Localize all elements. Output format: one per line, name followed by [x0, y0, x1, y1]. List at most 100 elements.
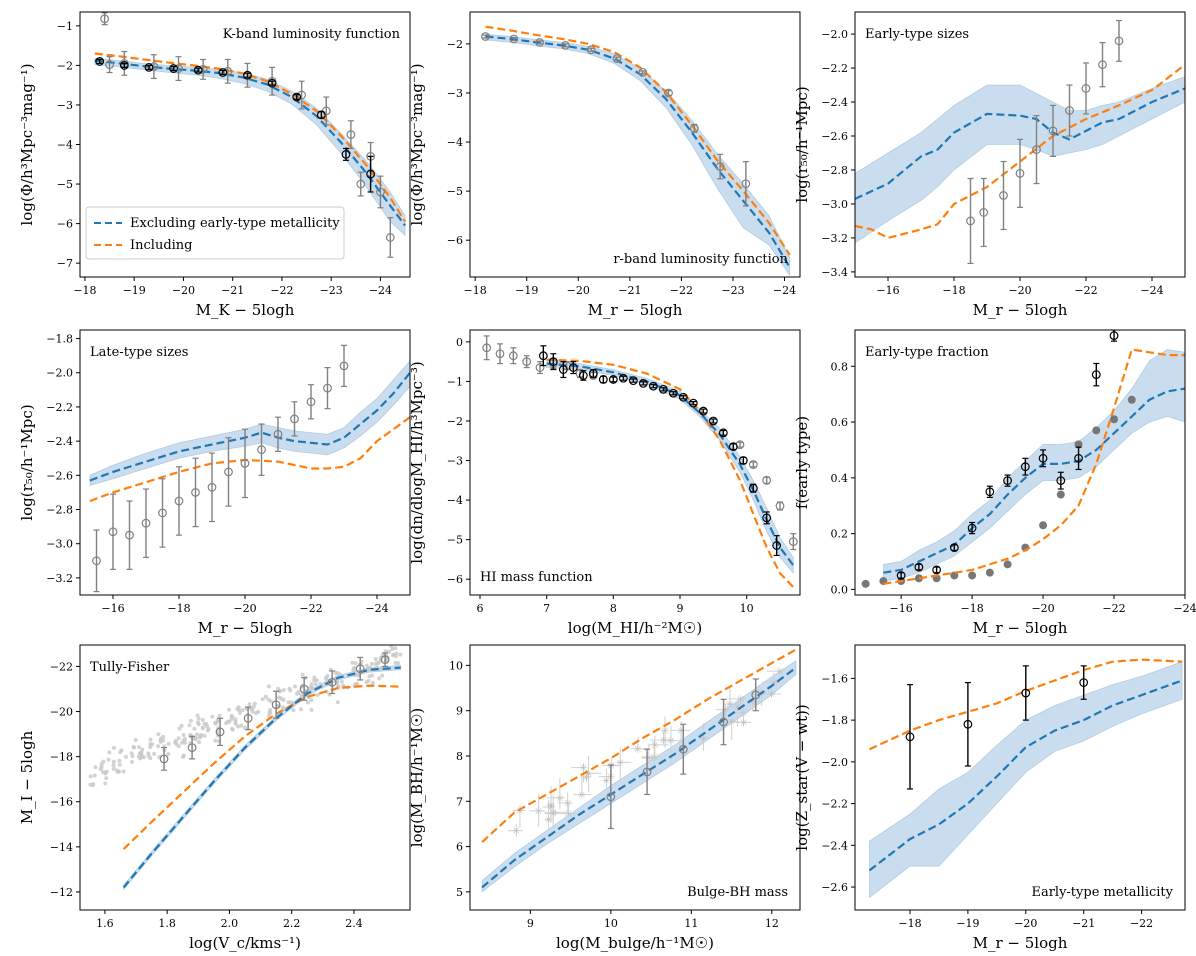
scatter-point	[236, 705, 241, 710]
observed-point	[788, 537, 798, 547]
observed-secondary-point	[1021, 688, 1031, 698]
scatter-point	[323, 676, 328, 681]
scatter-point	[106, 757, 111, 762]
scatter-point	[281, 697, 286, 702]
observed-secondary-point	[588, 369, 598, 378]
observed-point	[1081, 84, 1091, 93]
scatter-point: ✳	[534, 805, 543, 818]
y-axis-label: log(r₅₀/h⁻¹Mpc)	[793, 86, 811, 202]
y-tick-label: −4	[447, 136, 463, 149]
y-tick-label: −4	[57, 139, 73, 152]
panel-early_metal: −18 −19 −20 −21 −22 −1.6 −1.8 −2.0 −2.2 −2.4 −2.6 M…	[793, 644, 1186, 952]
observed-point	[159, 754, 169, 764]
panel-hi_mf: 6 7 8 9 10 0 −1 −2 −3 −4 −5 −6 log(M_HI/h⁻²M☉) log(dn…	[408, 329, 801, 637]
scatter-point: ✳	[563, 797, 572, 810]
observed-secondary-point	[985, 487, 995, 497]
scatter-point	[237, 708, 242, 713]
scatter-point	[370, 673, 375, 678]
panel-title: HI mass function	[480, 570, 593, 585]
scatter-point	[213, 721, 218, 726]
y-tick-label: −6	[447, 573, 463, 586]
scatter-point	[130, 759, 135, 764]
axes-frame	[469, 644, 801, 911]
scatter-point	[111, 759, 116, 764]
x-tick-label: −20	[1008, 284, 1031, 297]
legend-label-including: Including	[130, 238, 193, 253]
observed-secondary-point	[658, 384, 668, 394]
y-tick-label: −3	[447, 87, 463, 100]
observed-point	[271, 700, 281, 710]
scatter-point	[242, 725, 247, 730]
observed-secondary-point	[905, 732, 915, 742]
scatter-point	[373, 661, 378, 666]
axes-frame	[854, 644, 1186, 911]
model-uncertainty-band	[883, 349, 1185, 582]
including-line	[485, 25, 791, 256]
legend-frame	[85, 206, 345, 260]
scatter-point	[309, 682, 314, 687]
y-tick-label: −3.4	[821, 266, 848, 279]
scatter-point	[337, 672, 342, 677]
panel-title: Early-type metallicity	[1031, 885, 1173, 900]
x-tick-label: 11	[684, 917, 698, 930]
scatter-point	[88, 774, 93, 779]
observed-point	[306, 397, 316, 407]
scatter-point: ✳	[577, 789, 586, 802]
y-tick-label: −2.4	[46, 435, 73, 448]
scatter-point	[256, 709, 261, 714]
scatter-point: ✳	[775, 665, 784, 678]
y-tick-label: 6	[456, 841, 463, 854]
model-line	[546, 362, 795, 566]
scatter-point: ✳	[769, 676, 778, 689]
scatter-point: ✳	[733, 701, 742, 714]
y-tick-label: −1.8	[821, 714, 848, 727]
scatter-point	[98, 767, 103, 772]
scatter-point	[139, 754, 144, 759]
observed-point	[174, 496, 184, 506]
x-axis-label: M_r − 5logh	[973, 619, 1068, 637]
y-tick-label: −18	[50, 751, 73, 764]
scatter-point	[374, 664, 379, 669]
x-tick-label: −20	[233, 602, 256, 615]
observed-secondary-point	[967, 523, 977, 533]
y-tick-label: 0.4	[831, 472, 849, 485]
y-tick-label: −2.0	[821, 756, 848, 769]
x-tick-label: −18	[73, 284, 96, 297]
scatter-point	[180, 754, 185, 759]
scatter-point	[177, 726, 182, 731]
scatter-point	[196, 722, 201, 727]
scatter-point	[100, 770, 105, 775]
observed-secondary-point	[618, 373, 628, 383]
x-tick-label: −21	[221, 284, 244, 297]
scatter-point	[247, 702, 252, 707]
scatter-point: ✳	[555, 792, 564, 805]
scatter-point: ✳	[699, 732, 708, 745]
axes-frame	[79, 644, 411, 911]
scatter-point	[286, 700, 291, 705]
y-tick-label: 0	[456, 336, 463, 349]
y-tick-label: −1.6	[821, 672, 848, 685]
observed-point	[966, 216, 975, 226]
panel-tully: 1.6 1.8 2.0 2.2 2.4 −12 −14 −16 −18 −20 −22 log(V_c…	[18, 644, 411, 952]
scatter-point	[369, 662, 374, 667]
x-tick-label: −22	[670, 284, 693, 297]
scatter-point: ✳	[736, 693, 745, 706]
plot-area	[481, 25, 791, 277]
filled-data-point	[914, 574, 923, 583]
scatter-point: ✳	[546, 801, 555, 814]
observed-point	[339, 361, 349, 371]
including-line	[122, 684, 401, 850]
panel-title: Late-type sizes	[90, 345, 188, 360]
observed-point	[149, 62, 159, 71]
scatter-point	[281, 688, 286, 693]
observed-point	[355, 664, 365, 674]
scatter-point	[353, 682, 358, 687]
scatter-point	[310, 686, 315, 691]
y-tick-label: −3	[57, 99, 73, 112]
observed-point	[481, 32, 490, 41]
observed-secondary-point	[638, 378, 648, 388]
scatter-point	[393, 661, 398, 666]
observed-point	[105, 60, 114, 70]
observed-point	[482, 343, 492, 353]
scatter-point	[267, 710, 272, 715]
